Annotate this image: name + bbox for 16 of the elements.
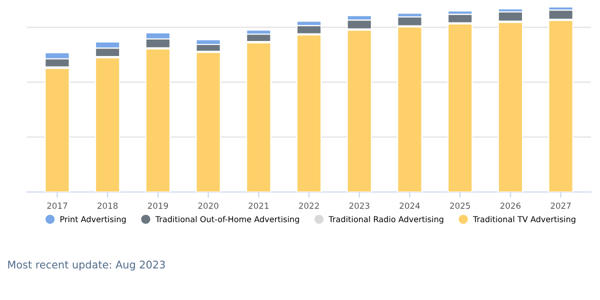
legend-label: Traditional TV Advertising — [472, 216, 576, 224]
legend-label: Traditional Out-of-Home Advertising — [155, 216, 299, 224]
x-tick-label: 2027 — [550, 202, 571, 209]
x-tick-label: 2023 — [349, 202, 370, 209]
x-tick-label: 2025 — [450, 202, 470, 209]
x-tick-label: 2019 — [148, 202, 168, 209]
x-tick-label: 2022 — [299, 202, 319, 209]
legend-label: Print Advertising — [60, 216, 126, 224]
x-tick-label: 2020 — [198, 202, 218, 209]
x-tick-label: 2017 — [47, 202, 68, 209]
x-tick-label: 2021 — [248, 202, 268, 209]
text: Most recent update: Aug 2023 — [8, 260, 165, 271]
x-tick-label: 2018 — [98, 202, 118, 209]
x-tick-label: 2026 — [500, 202, 521, 209]
x-tick-label: 2024 — [400, 202, 420, 209]
legend-label: Traditional Radio Advertising — [328, 216, 444, 224]
